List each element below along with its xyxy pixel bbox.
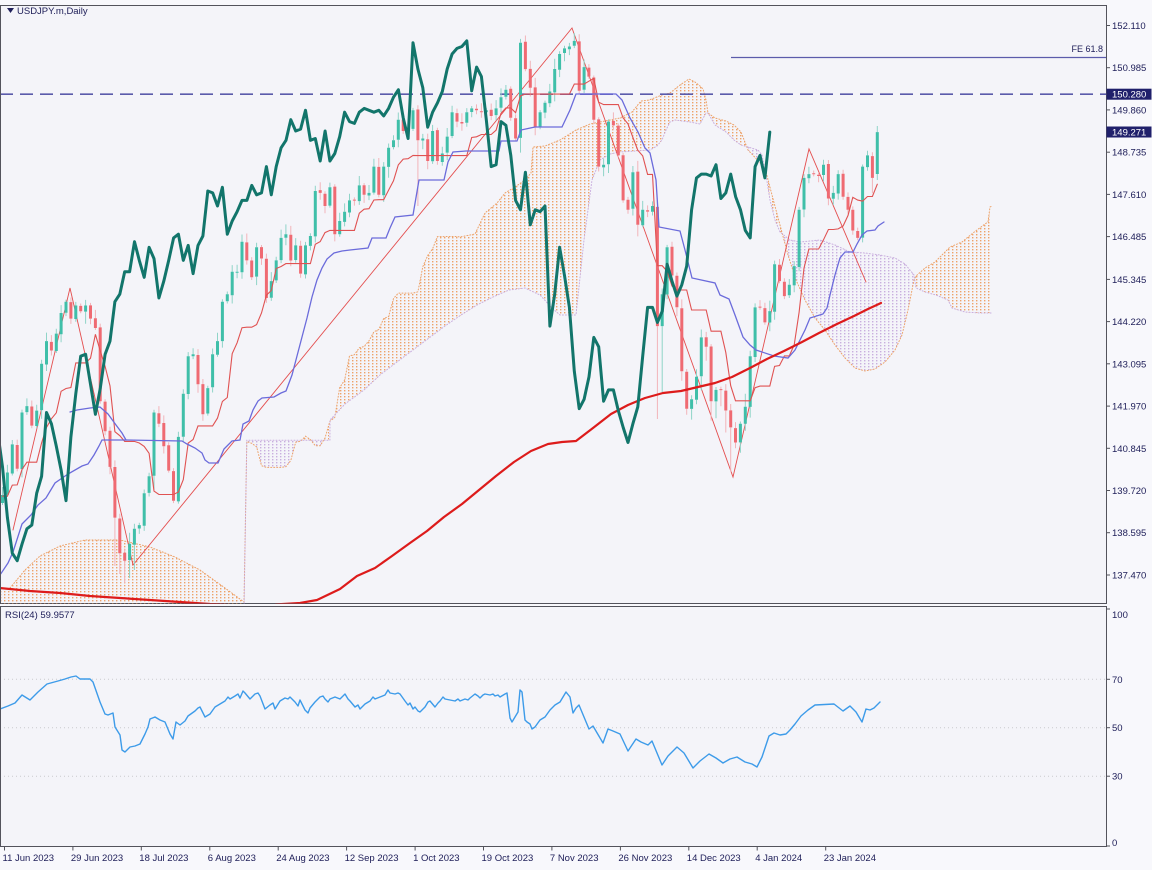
svg-text:139.720: 139.720 xyxy=(1112,486,1146,497)
svg-text:6 Aug 2023: 6 Aug 2023 xyxy=(208,853,256,864)
svg-text:137.470: 137.470 xyxy=(1112,571,1146,582)
svg-text:149.271: 149.271 xyxy=(1112,128,1146,139)
svg-text:138.595: 138.595 xyxy=(1112,528,1146,539)
svg-text:19 Oct 2023: 19 Oct 2023 xyxy=(482,853,534,864)
svg-text:100: 100 xyxy=(1112,610,1128,621)
svg-text:145.345: 145.345 xyxy=(1112,275,1146,286)
svg-text:FE 61.8: FE 61.8 xyxy=(1071,44,1103,54)
svg-text:30: 30 xyxy=(1112,772,1123,783)
svg-text:29 Jun 2023: 29 Jun 2023 xyxy=(71,853,123,864)
svg-text:23 Jan 2024: 23 Jan 2024 xyxy=(824,853,876,864)
svg-text:4 Jan 2024: 4 Jan 2024 xyxy=(755,853,802,864)
svg-text:18 Jul 2023: 18 Jul 2023 xyxy=(139,853,188,864)
svg-text:152.110: 152.110 xyxy=(1112,21,1146,32)
svg-text:148.735: 148.735 xyxy=(1112,148,1146,159)
svg-text:146.485: 146.485 xyxy=(1112,232,1146,243)
svg-text:0: 0 xyxy=(1112,838,1117,849)
svg-text:14 Dec 2023: 14 Dec 2023 xyxy=(687,853,741,864)
svg-text:143.095: 143.095 xyxy=(1112,359,1146,370)
svg-text:150.280: 150.280 xyxy=(1112,90,1146,101)
svg-text:70: 70 xyxy=(1112,675,1123,686)
svg-text:1 Oct 2023: 1 Oct 2023 xyxy=(413,853,459,864)
svg-text:147.610: 147.610 xyxy=(1112,190,1146,201)
svg-text:7 Nov 2023: 7 Nov 2023 xyxy=(550,853,599,864)
svg-text:144.220: 144.220 xyxy=(1112,317,1146,328)
svg-text:26 Nov 2023: 26 Nov 2023 xyxy=(618,853,672,864)
svg-text:11 Jun 2023: 11 Jun 2023 xyxy=(3,853,55,864)
svg-text:24 Aug 2023: 24 Aug 2023 xyxy=(276,853,329,864)
svg-text:50: 50 xyxy=(1112,723,1123,734)
svg-text:149.860: 149.860 xyxy=(1112,105,1146,116)
svg-text:12 Sep 2023: 12 Sep 2023 xyxy=(345,853,399,864)
svg-text:RSI(24) 59.9577: RSI(24) 59.9577 xyxy=(5,610,75,621)
svg-text:150.985: 150.985 xyxy=(1112,63,1146,74)
svg-text:141.970: 141.970 xyxy=(1112,402,1146,413)
svg-text:USDJPY.m,Daily: USDJPY.m,Daily xyxy=(17,6,88,17)
svg-text:140.845: 140.845 xyxy=(1112,444,1146,455)
